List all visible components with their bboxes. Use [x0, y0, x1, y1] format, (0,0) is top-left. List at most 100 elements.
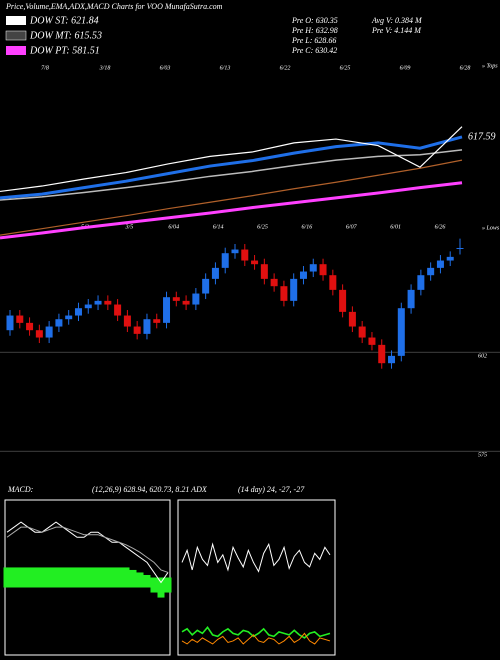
candle-body — [299, 271, 307, 279]
ema-line — [0, 126, 463, 193]
candle-body — [6, 315, 14, 331]
info: Avg V: 0.384 M — [371, 16, 423, 25]
info: Pre L: 628.66 — [291, 36, 336, 45]
candle-body — [251, 260, 259, 265]
date-label: 6/25 — [257, 224, 268, 230]
info: Pre O: 630.35 — [291, 16, 338, 25]
candle-body — [114, 304, 122, 316]
info: Pre H: 632.98 — [291, 26, 338, 35]
candle-body — [368, 337, 376, 345]
candle-body — [260, 264, 268, 279]
date-label: 6/26 — [435, 224, 446, 230]
date-label: 6/14 — [213, 223, 224, 230]
macd-histogram-bar — [38, 567, 46, 588]
macd-histogram-bar — [122, 567, 130, 588]
candle-body — [456, 247, 464, 249]
candle-body — [339, 289, 347, 312]
candle-body — [55, 319, 63, 327]
macd-histogram-bar — [73, 567, 81, 588]
candle-body — [163, 297, 171, 323]
candle-body — [280, 286, 288, 301]
candle-body — [123, 315, 131, 327]
candle-body — [241, 249, 249, 261]
ema-line — [0, 149, 463, 201]
macd-histogram-bar — [10, 567, 18, 588]
date-label: 6/03 — [160, 65, 171, 71]
candle-body — [45, 326, 53, 338]
candle-body — [74, 308, 82, 316]
candle-body — [446, 256, 454, 261]
macd-histogram-bar — [164, 577, 172, 593]
legend-swatch — [6, 16, 26, 25]
candle-body — [417, 275, 425, 290]
candle-body — [133, 326, 141, 334]
macd-histogram-bar — [59, 567, 67, 588]
date-label: 6/07 — [346, 224, 358, 230]
macd-histogram-bar — [143, 574, 151, 588]
candle-body — [26, 322, 34, 331]
macd-histogram-bar — [3, 567, 11, 588]
date-label: 6/16 — [302, 224, 313, 230]
adx-line — [181, 626, 331, 639]
candle-body — [35, 330, 43, 338]
legend-swatch — [5, 30, 27, 41]
candle-body — [358, 326, 366, 338]
adx-line — [181, 632, 331, 645]
candle-body — [436, 260, 444, 268]
candle-body — [427, 267, 435, 276]
candle-body — [309, 264, 317, 272]
macd-histogram-bar — [31, 567, 39, 588]
candle-body — [221, 253, 229, 268]
candle-body — [270, 278, 278, 287]
candle-body — [290, 278, 298, 301]
date-label: 3/5 — [125, 224, 134, 230]
macd-histogram-bar — [108, 567, 116, 588]
macd-histogram-bar — [129, 569, 137, 588]
date-label: 6/01 — [390, 224, 401, 230]
y-tick-label: 602 — [478, 354, 487, 360]
tops-label: » Tops — [482, 63, 498, 69]
macd-histogram-bar — [87, 567, 95, 588]
date-label: 6/28 — [460, 65, 471, 71]
candle-body — [388, 355, 396, 364]
ema-line — [0, 159, 463, 236]
legend-swatch — [6, 46, 26, 55]
macd-histogram-bar — [66, 567, 74, 588]
chart-title: Price,Volume,EMA,ADX,MACD Charts for VOO… — [5, 2, 223, 11]
candle-body — [182, 300, 190, 305]
ema-line — [0, 135, 463, 200]
candle-body — [397, 308, 405, 356]
y-tick-label: 575 — [478, 453, 487, 459]
macd-text: (12,26,9) 628.94, 620.73, 8.21 ADX — [92, 485, 208, 494]
macd-histogram-bar — [115, 567, 123, 588]
date-label: 6/13 — [220, 65, 231, 71]
candle-body — [84, 304, 92, 309]
candle-body — [65, 315, 73, 320]
macd-histogram-bar — [94, 567, 102, 588]
macd-histogram-bar — [150, 577, 158, 593]
info: Pre V: 4.144 M — [371, 26, 422, 35]
candle-body — [378, 344, 386, 364]
macd-histogram-bar — [157, 577, 165, 598]
adx-panel — [177, 499, 336, 656]
candle-body — [211, 267, 219, 279]
candle-body — [202, 278, 210, 294]
candle-body — [172, 297, 180, 301]
legend-entry: DOW ST: 621.84 — [29, 15, 99, 26]
macd-histogram-bar — [24, 567, 32, 588]
date-label: 3/18 — [99, 65, 111, 71]
legend-entry: DOW MT: 615.53 — [29, 30, 102, 41]
macd-line — [6, 526, 169, 573]
date-label: 6/04 — [168, 223, 179, 230]
macd-histogram-bar — [17, 567, 25, 588]
macd-label: MACD: — [7, 485, 34, 494]
date-label: 6/25 — [340, 65, 351, 71]
candle-body — [329, 275, 337, 290]
candle-body — [407, 289, 415, 309]
ema-line — [0, 181, 463, 240]
candle-body — [348, 311, 356, 327]
legend-entry: DOW PT: 581.51 — [29, 45, 100, 56]
candle-body — [16, 315, 24, 323]
adx-text: (14 day) 24, -27, -27 — [238, 485, 305, 494]
